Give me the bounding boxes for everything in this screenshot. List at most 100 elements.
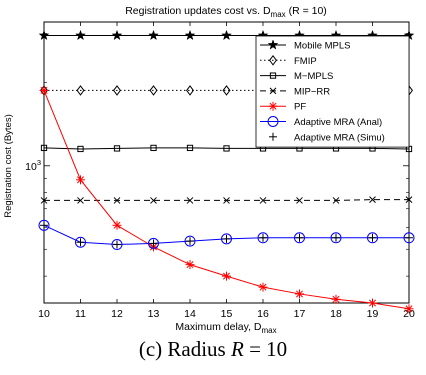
marker-asterisk	[76, 175, 85, 185]
data-point	[369, 196, 376, 203]
circle-shape	[148, 237, 159, 249]
marker-star	[75, 29, 86, 41]
marker-x	[150, 197, 157, 204]
circle-shape	[330, 232, 342, 244]
diamond-shape	[76, 85, 85, 96]
x-stroke-b	[223, 197, 230, 204]
marker-asterisk	[222, 271, 231, 281]
data-point	[111, 239, 123, 251]
data-point	[222, 271, 231, 281]
x-tick-label: 11	[75, 308, 86, 320]
data-point	[148, 237, 159, 249]
series-4	[39, 85, 414, 314]
data-point	[186, 144, 194, 152]
data-point	[221, 233, 232, 245]
marker-plus	[222, 234, 231, 243]
marker-star	[221, 29, 232, 41]
marker-plus	[113, 240, 121, 249]
data-point	[258, 282, 268, 292]
x-tick-label: 12	[111, 308, 123, 320]
marker-circle	[294, 232, 305, 244]
data-point	[221, 29, 232, 41]
data-point	[332, 197, 340, 204]
asterisk-d2	[222, 272, 231, 280]
y-tick-label-base: 10	[25, 161, 37, 173]
marker-diamond	[149, 85, 158, 96]
legend-label: Adaptive MRA (Simu)	[294, 132, 385, 143]
marker-x	[296, 197, 303, 204]
square-shape	[186, 144, 194, 152]
data-point	[184, 29, 196, 41]
data-point	[76, 175, 85, 185]
marker-x	[269, 87, 277, 95]
x-stroke-b	[77, 197, 84, 204]
marker-x	[332, 197, 340, 204]
data-point	[296, 197, 303, 204]
legend-entry: Adaptive MRA (Anal)	[260, 116, 382, 128]
marker-circle	[330, 232, 342, 244]
marker-circle	[111, 239, 123, 251]
legend: Mobile MPLS FMIP M−MPLS MIP−RR PF Adaptive MR…	[255, 35, 410, 148]
data-point	[368, 233, 377, 242]
data-point	[223, 197, 230, 204]
marker-asterisk	[295, 289, 304, 299]
marker-circle	[148, 237, 159, 249]
chart-title: Registration updates cost vs. Dmax (R = …	[125, 5, 327, 19]
marker-circle	[75, 236, 86, 248]
x-tick-label: 17	[294, 308, 306, 320]
asterisk-d2	[40, 86, 48, 94]
data-point	[405, 196, 413, 203]
series-line	[43, 147, 410, 150]
marker-circle	[221, 233, 232, 245]
data-point	[77, 197, 84, 204]
asterisk-d2	[259, 283, 267, 291]
x-tick-label: 15	[221, 308, 233, 320]
data-point	[404, 304, 414, 314]
marker-asterisk	[268, 101, 278, 111]
legend-label: MIP−RR	[294, 86, 330, 97]
data-point	[149, 239, 158, 248]
marker-star	[111, 29, 123, 41]
data-point	[295, 289, 304, 299]
data-point	[184, 235, 196, 247]
caption-suffix: = 10	[243, 337, 288, 361]
marker-square	[113, 145, 121, 152]
circle-shape	[294, 232, 305, 244]
marker-x	[77, 197, 84, 204]
star-shape	[184, 29, 196, 41]
circle-shape	[184, 235, 196, 247]
x-tick-label: 18	[330, 308, 342, 320]
data-point	[150, 144, 157, 152]
marker-asterisk	[258, 282, 268, 292]
marker-plus	[295, 233, 304, 242]
star-shape	[38, 29, 50, 41]
marker-star	[38, 29, 50, 41]
star-shape	[267, 39, 279, 50]
circle-shape	[221, 233, 232, 245]
circle-shape	[367, 232, 378, 244]
x-axis-label: Maximum delay, Dmax	[175, 321, 276, 335]
marker-asterisk	[331, 294, 341, 304]
legend-entry: Adaptive MRA (Simu)	[269, 132, 385, 143]
square-shape	[223, 145, 230, 152]
x-stroke-b	[150, 197, 157, 204]
marker-plus	[332, 233, 340, 242]
marker-square	[186, 144, 194, 152]
marker-square	[150, 144, 157, 152]
data-point	[259, 197, 267, 204]
asterisk-d2	[295, 290, 304, 298]
marker-circle	[257, 232, 269, 244]
star-shape	[148, 29, 159, 41]
asterisk-d2	[269, 102, 277, 110]
marker-x	[113, 197, 121, 204]
legend-label: PF	[294, 102, 306, 113]
marker-x	[405, 196, 413, 203]
star-shape	[75, 29, 86, 41]
diamond-shape	[269, 54, 277, 66]
legend-label: FMIP	[294, 56, 317, 67]
marker-diamond	[186, 85, 194, 96]
circle-shape	[111, 239, 123, 251]
data-point	[150, 197, 157, 204]
star-shape	[111, 29, 123, 41]
marker-x	[186, 197, 194, 204]
